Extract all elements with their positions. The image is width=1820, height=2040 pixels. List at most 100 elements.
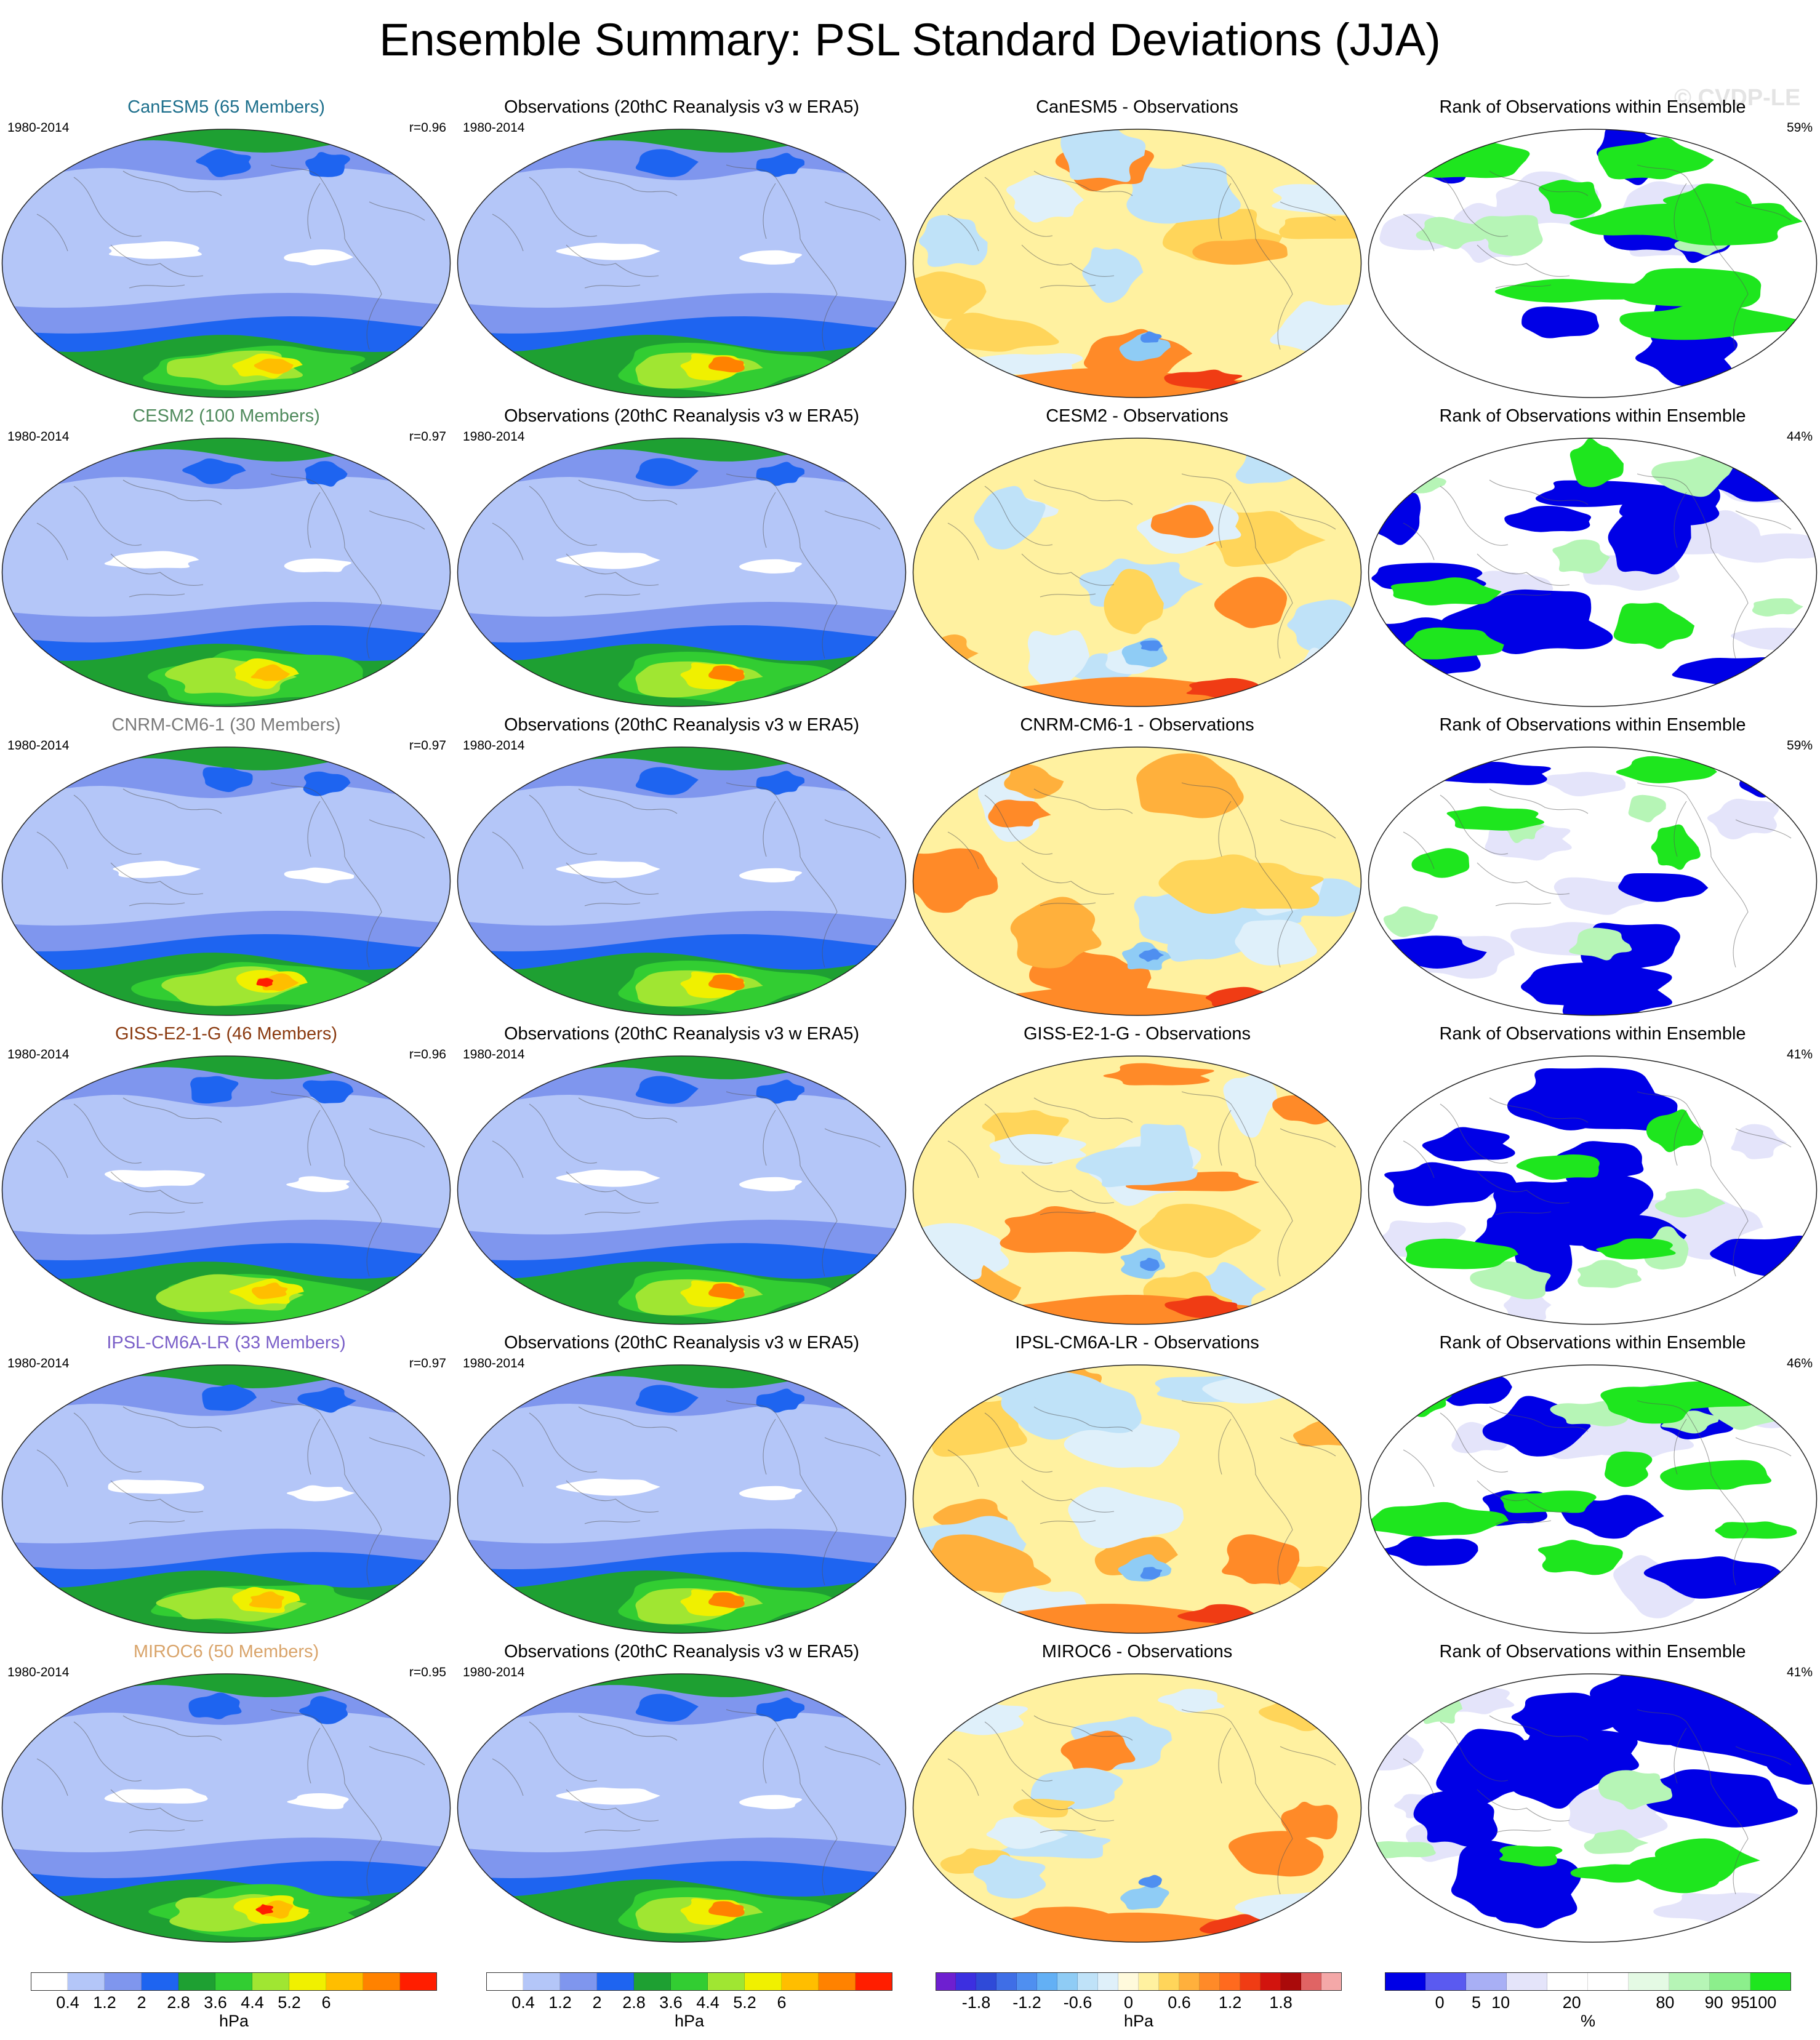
colorbar-tick-label: 1.2 (1218, 1993, 1242, 2012)
obs-sd-map (457, 1055, 907, 1325)
obs-panel: Observations (20thC Reanalysis v3 w ERA5… (455, 1642, 908, 1950)
obs-title: Observations (20thC Reanalysis v3 w ERA5… (503, 406, 859, 426)
colorbar-swatch (363, 1972, 400, 1991)
rank-panel: Rank of Observations within Ensemble 59% (1366, 715, 1819, 1023)
colorbar-swatch (1139, 1972, 1159, 1991)
diff-map (912, 746, 1362, 1016)
model-sd-map (1, 1673, 451, 1943)
period-label: 1980-2014 (7, 1047, 70, 1062)
colorbar-swatch (1466, 1972, 1507, 1991)
colorbar-swatch (1200, 1972, 1220, 1991)
correlation-label: r=0.95 (409, 1665, 446, 1679)
rank-panel: Rank of Observations within Ensemble 46% (1366, 1333, 1819, 1641)
colorbar-psl-sd-diff: -1.8 -1.2 -0.6 0 0.6 1.2 1.8 hPa (936, 1972, 1366, 2034)
colorbar-unit: hPa (218, 2012, 249, 2030)
period-label: 1980-2014 (463, 430, 525, 444)
colorbar-swatch (289, 1972, 326, 1991)
rank-title: Rank of Observations within Ensemble (1439, 97, 1746, 117)
colorbar-rank: 0 5 10 20 80 90 95 100% (1385, 1972, 1816, 2034)
model-title: MIROC6 (50 Members) (133, 1642, 319, 1662)
colorbar-tick-label: 90 (1704, 1993, 1723, 2012)
colorbar-swatch (1669, 1972, 1710, 1991)
obs-title: Observations (20thC Reanalysis v3 w ERA5… (503, 97, 859, 117)
colorbar-swatch (597, 1972, 634, 1991)
colorbar-tick-label: 1.2 (548, 1993, 572, 2012)
colorbar-swatch (671, 1972, 708, 1991)
obs-title: Observations (20thC Reanalysis v3 w ERA5… (503, 715, 859, 735)
diff-title: CESM2 - Observations (1046, 406, 1229, 426)
rank-map (1368, 129, 1818, 398)
diff-panel: IPSL-CM6A-LR - Observations (911, 1333, 1363, 1641)
model-panel: IPSL-CM6A-LR (33 Members) 1980-2014 r=0.97 (0, 1333, 452, 1641)
colorbar-swatch (1240, 1972, 1261, 1991)
rank-percent: 46% (1786, 1356, 1813, 1370)
colorbar-tick-label: 1.8 (1269, 1993, 1293, 2012)
diff-panel: GISS-E2-1-G - Observations (911, 1024, 1363, 1332)
period-label: 1980-2014 (7, 430, 70, 444)
colorbar-swatch (178, 1972, 215, 1991)
rank-percent: 59% (1786, 121, 1813, 135)
correlation-label: r=0.97 (409, 430, 446, 444)
colorbar-tick-label: 80 (1656, 1993, 1675, 2012)
colorbar-tick-label: 0 (1435, 1993, 1445, 2012)
colorbar-swatch (31, 1972, 68, 1991)
colorbar-swatch (1507, 1972, 1547, 1991)
obs-title: Observations (20thC Reanalysis v3 w ERA5… (503, 1333, 859, 1353)
diff-title: CNRM-CM6-1 - Observations (1020, 715, 1254, 735)
rank-map (1368, 438, 1818, 707)
diff-map (912, 438, 1362, 707)
diff-map (912, 129, 1362, 398)
colorbar-swatch (856, 1972, 892, 1991)
obs-sd-map (457, 1364, 907, 1634)
colorbar-swatch (1098, 1972, 1118, 1991)
obs-panel: Observations (20thC Reanalysis v3 w ERA5… (455, 1333, 908, 1641)
colorbar-swatch (486, 1972, 523, 1991)
obs-title: Observations (20thC Reanalysis v3 w ERA5… (503, 1024, 859, 1044)
diff-title: GISS-E2-1-G - Observations (1023, 1024, 1251, 1044)
diff-title: IPSL-CM6A-LR - Observations (1015, 1333, 1259, 1353)
colorbar-swatch (523, 1972, 560, 1991)
obs-sd-map (457, 438, 907, 707)
colorbar-tick-label: 2.8 (622, 1993, 646, 2012)
colorbar-psl-sd-obs: 0.4 1.2 2 2.8 3.6 4.4 5.2 6 hPa (486, 1972, 917, 2034)
rank-panel: Rank of Observations within Ensemble 41% (1366, 1642, 1819, 1950)
colorbar-swatch (1281, 1972, 1301, 1991)
colorbar-swatch (1588, 1972, 1629, 1991)
colorbar-unit: hPa (1123, 2012, 1154, 2030)
colorbar-tick-label: 100 (1749, 1993, 1777, 2012)
colorbar-tick-label: 5.2 (733, 1993, 756, 2012)
colorbar-tick-label: 5 (1471, 1993, 1481, 2012)
colorbar-tick-label: 6 (321, 1993, 331, 2012)
rank-title: Rank of Observations within Ensemble (1439, 1333, 1746, 1353)
colorbar-swatch (252, 1972, 289, 1991)
colorbar-swatch (1321, 1972, 1342, 1991)
colorbar-tick-label: 0 (1123, 1993, 1134, 2012)
diff-panel: MIROC6 - Observations (911, 1642, 1363, 1950)
colorbar-unit: % (1580, 2012, 1596, 2030)
colorbar-swatch (996, 1972, 1017, 1991)
colorbar-psl-sd-model: 0.4 1.2 2 2.8 3.6 4.4 5.2 6 hPa (31, 1972, 462, 2034)
colorbar-swatch (400, 1972, 437, 1991)
diff-panel: CNRM-CM6-1 - Observations (911, 715, 1363, 1023)
period-label: 1980-2014 (463, 121, 525, 135)
colorbar-swatch (560, 1972, 597, 1991)
rank-panel: Rank of Observations within Ensemble 59% (1366, 97, 1819, 405)
model-sd-map (1, 129, 451, 398)
colorbar-swatch (1057, 1972, 1078, 1991)
rank-map (1368, 1364, 1818, 1634)
colorbar-swatch (1118, 1972, 1139, 1991)
rank-title: Rank of Observations within Ensemble (1439, 715, 1746, 735)
rank-map (1368, 746, 1818, 1016)
rank-title: Rank of Observations within Ensemble (1439, 1024, 1746, 1044)
period-label: 1980-2014 (463, 1665, 525, 1679)
obs-sd-map (457, 129, 907, 398)
model-title: CanESM5 (65 Members) (127, 97, 325, 117)
page-title: Ensemble Summary: PSL Standard Deviation… (379, 14, 1441, 65)
watermark: © CVDP-LE (1674, 85, 1801, 111)
rank-title: Rank of Observations within Ensemble (1439, 406, 1746, 426)
colorbar-tick-label: 2 (137, 1993, 146, 2012)
colorbar-tick-label: 2.8 (167, 1993, 190, 2012)
colorbar-tick-label: 6 (777, 1993, 787, 2012)
colorbar-tick-label: -1.8 (961, 1993, 991, 2012)
colorbar-swatch (1629, 1972, 1669, 1991)
